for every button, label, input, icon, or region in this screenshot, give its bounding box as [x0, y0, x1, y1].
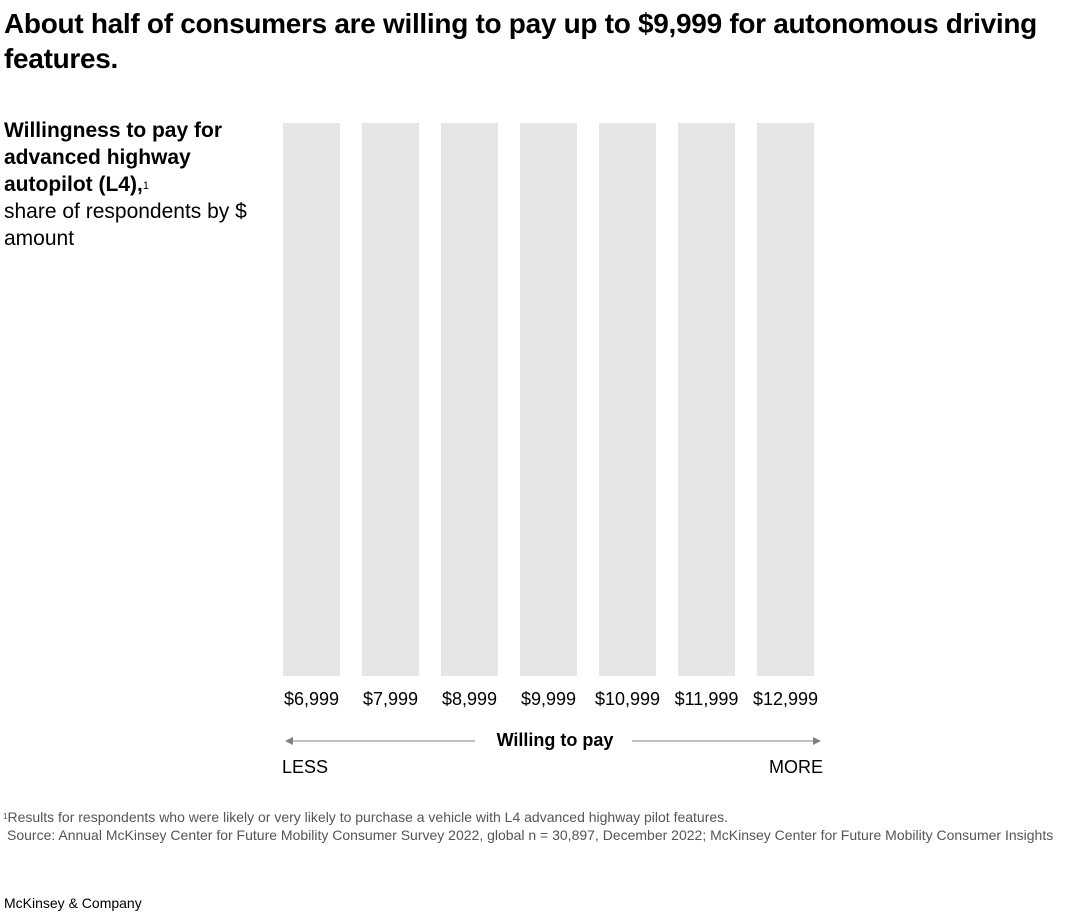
tick-label: $7,999 [363, 689, 418, 709]
bar-track [678, 123, 735, 676]
brand-logo: McKinsey & Company [4, 895, 142, 911]
tick-label: $10,999 [595, 689, 660, 709]
tick-label: $6,999 [284, 689, 339, 709]
footnote-text: Results for respondents who were likely … [7, 809, 729, 825]
subtitle-bold: Willingness to pay for advanced highway … [4, 119, 222, 196]
source-text: Source: Annual McKinsey Center for Futur… [7, 827, 1054, 843]
bar-track [441, 123, 498, 676]
chart-title: About half of consumers are willing to p… [4, 8, 1037, 74]
bar-track [283, 123, 340, 676]
note-mark: 1 [3, 812, 8, 821]
tick-label: $8,999 [442, 689, 497, 709]
arrow-left-icon [285, 737, 293, 745]
bar-chart: $6,999 $7,999 $8,999 $9,999 $10,999 $11,999 $1… [282, 123, 823, 777]
footnote-mark: 1 [142, 180, 149, 192]
less-label: LESS [282, 757, 328, 777]
chart-subtitle: Willingness to pay for advanced highway … [4, 117, 254, 252]
bar-track [757, 123, 814, 676]
bar-track [362, 123, 419, 676]
more-label: MORE [769, 757, 823, 777]
subtitle-regular: share of respondents by $ amount [4, 200, 247, 250]
bar-track [520, 123, 577, 676]
arrow-right-icon [813, 737, 821, 745]
tick-label: $12,999 [753, 689, 818, 709]
x-axis-label: Willing to pay [497, 730, 614, 750]
footnotes: 1Results for respondents who were likely… [3, 808, 1063, 844]
bar-track [599, 123, 656, 676]
tick-label: $9,999 [521, 689, 576, 709]
tick-label: $11,999 [675, 689, 739, 709]
